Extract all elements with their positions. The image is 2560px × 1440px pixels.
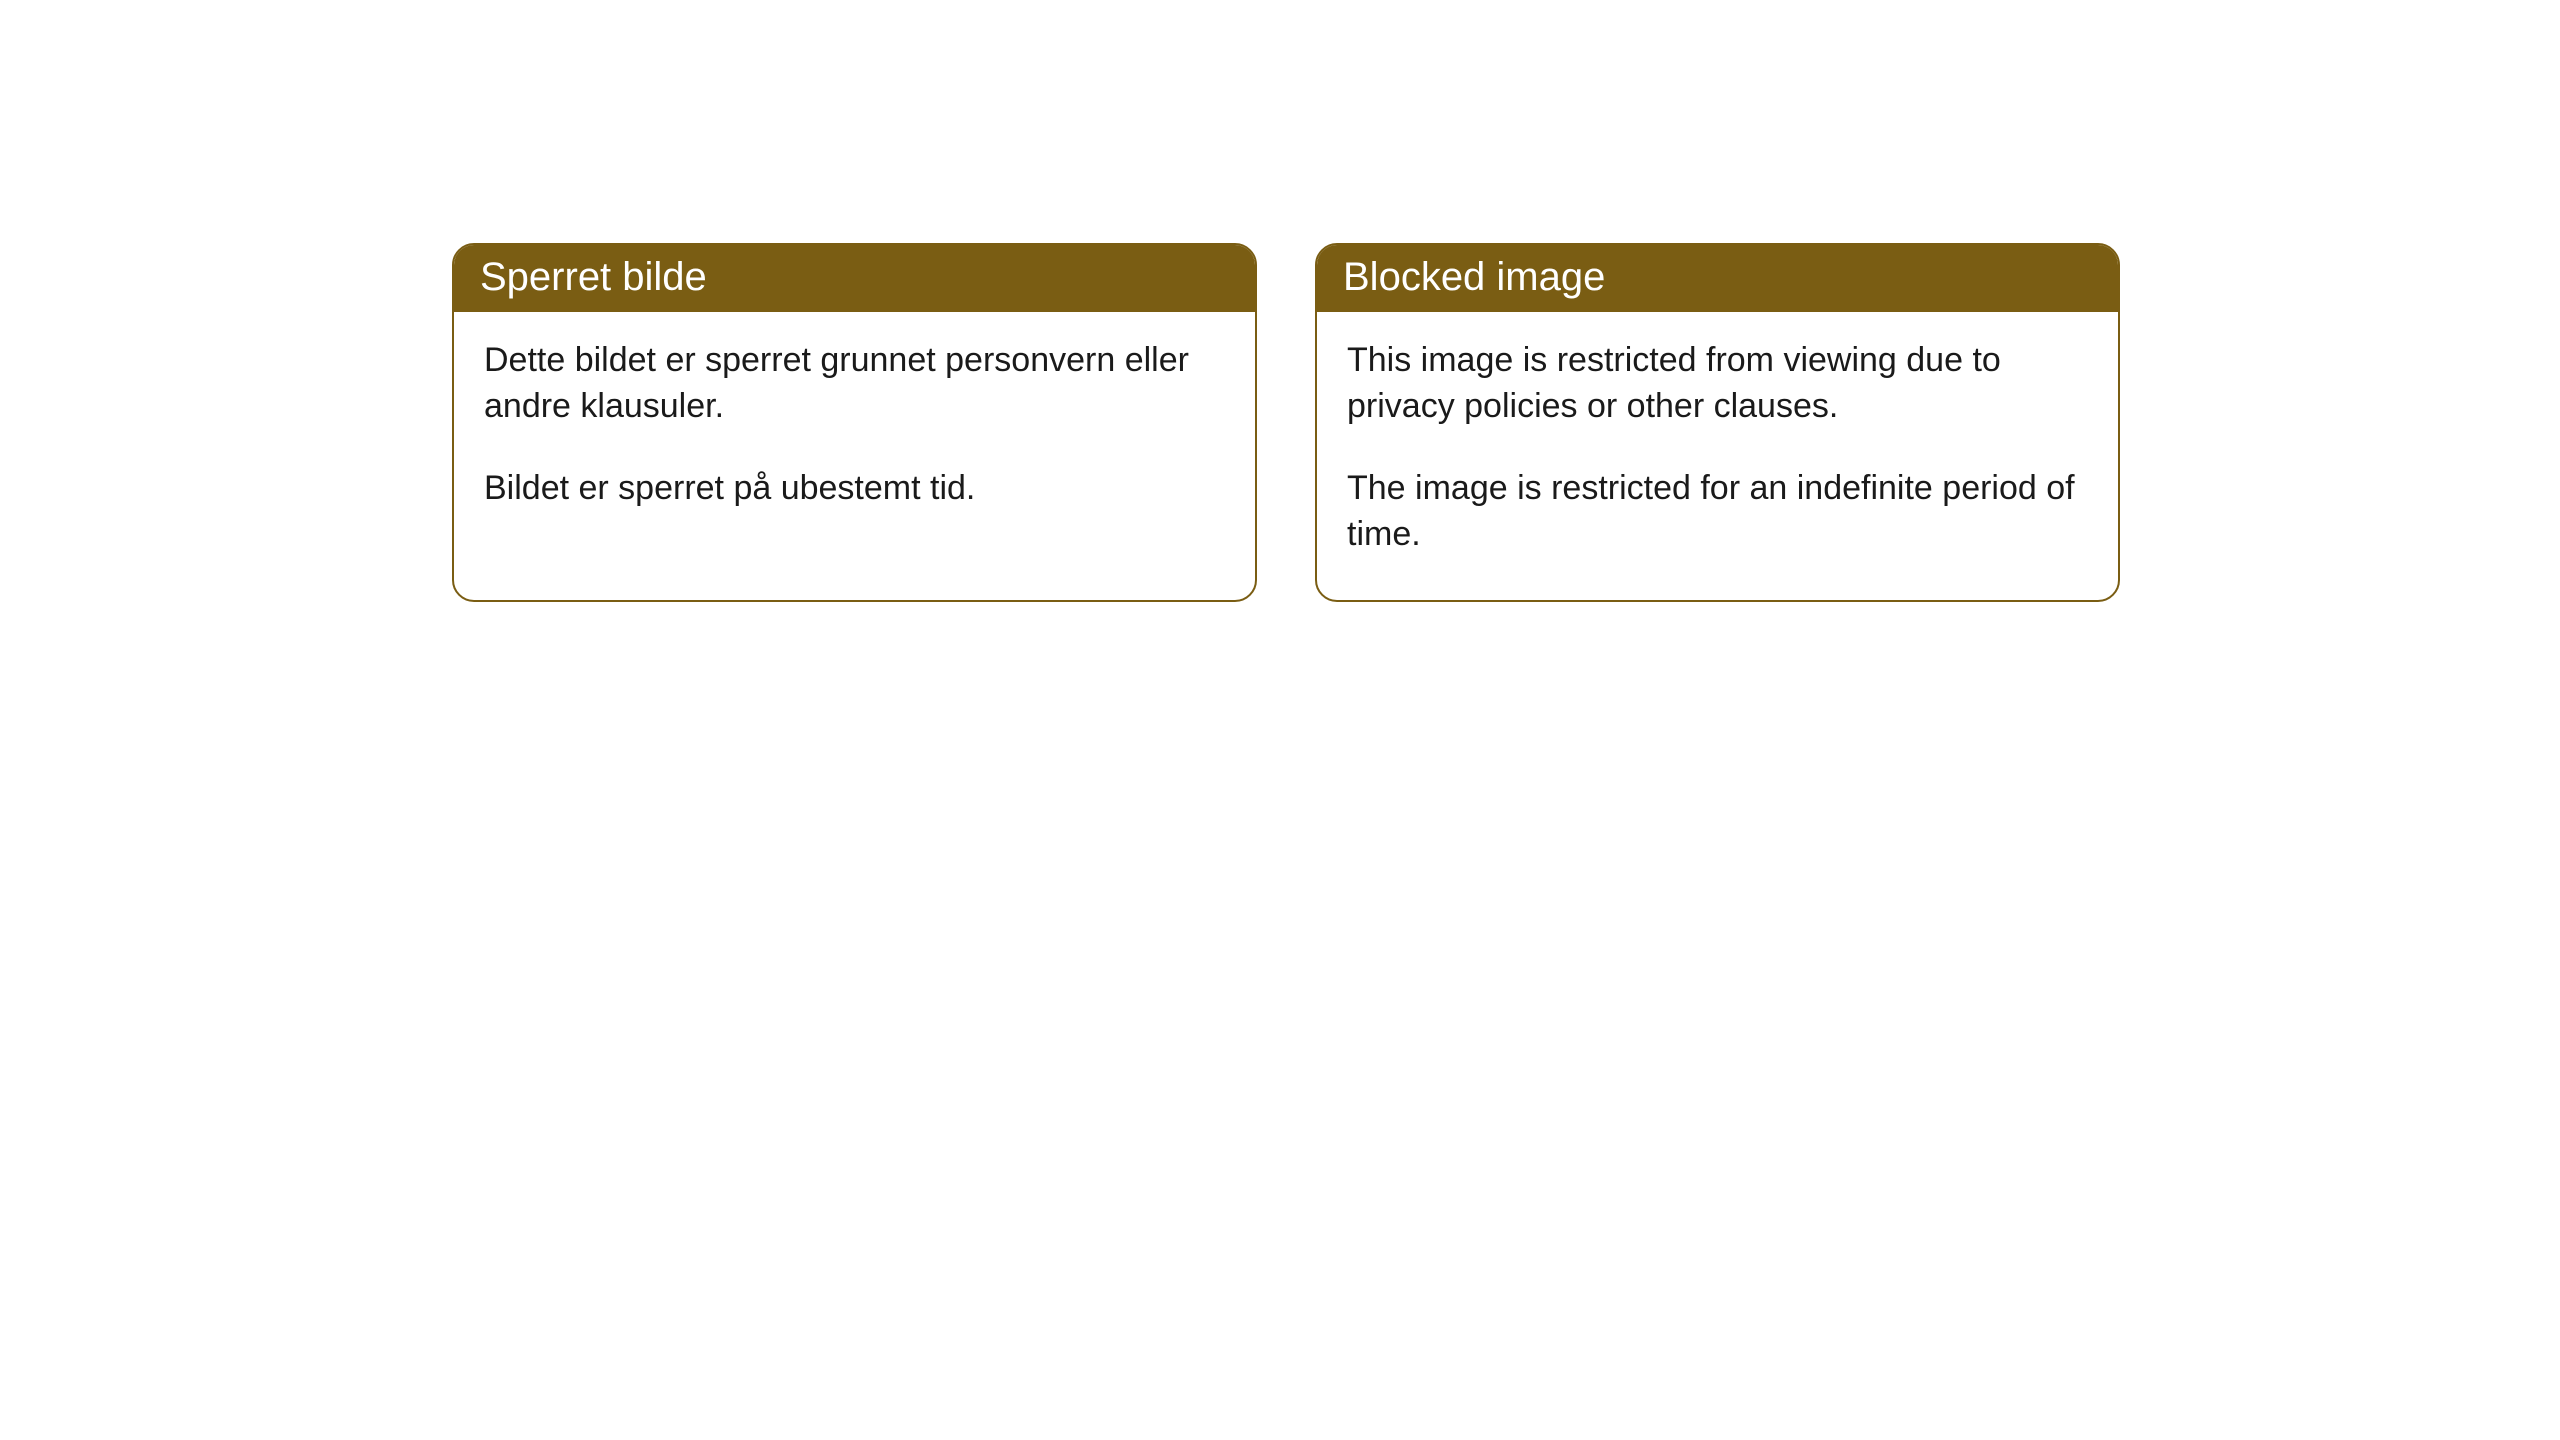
card-paragraph: Dette bildet er sperret grunnet personve… xyxy=(484,338,1225,430)
card-paragraph: Bildet er sperret på ubestemt tid. xyxy=(484,466,1225,512)
card-header: Blocked image xyxy=(1317,245,2118,312)
card-body: This image is restricted from viewing du… xyxy=(1317,312,2118,600)
card-header: Sperret bilde xyxy=(454,245,1255,312)
blocked-image-card-norwegian: Sperret bilde Dette bildet er sperret gr… xyxy=(452,243,1257,602)
card-paragraph: The image is restricted for an indefinit… xyxy=(1347,466,2088,558)
card-paragraph: This image is restricted from viewing du… xyxy=(1347,338,2088,430)
card-body: Dette bildet er sperret grunnet personve… xyxy=(454,312,1255,554)
card-container: Sperret bilde Dette bildet er sperret gr… xyxy=(0,0,2560,602)
card-title: Blocked image xyxy=(1343,255,1605,299)
card-title: Sperret bilde xyxy=(480,255,707,299)
blocked-image-card-english: Blocked image This image is restricted f… xyxy=(1315,243,2120,602)
